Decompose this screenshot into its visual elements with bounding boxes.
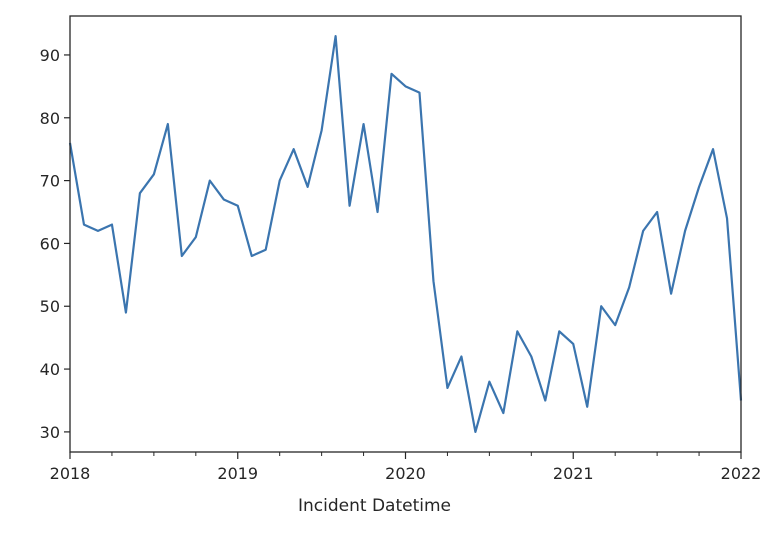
y-tick-label: 80 (40, 109, 60, 128)
y-tick-label: 60 (40, 234, 60, 253)
x-tick-label: 2020 (385, 464, 426, 483)
x-axis: 2018 2019 2020 2021 2022 (50, 452, 762, 483)
series-line-0 (68, 34, 743, 433)
x-tick-label: 2019 (217, 464, 258, 483)
plot-frame (69, 15, 742, 453)
x-tick-label: 2018 (50, 464, 91, 483)
y-tick-label: 40 (40, 360, 60, 379)
y-tick-label: 30 (40, 423, 60, 442)
y-tick-label: 50 (40, 297, 60, 316)
x-tick-label: 2021 (553, 464, 594, 483)
y-axis: 30 40 50 60 70 80 90 (40, 46, 70, 442)
y-tick-label: 70 (40, 172, 60, 191)
plot-layer (68, 34, 743, 433)
x-tick-label: 2022 (721, 464, 762, 483)
y-tick-label: 90 (40, 46, 60, 65)
x-axis-title: Incident Datetime (298, 496, 451, 516)
